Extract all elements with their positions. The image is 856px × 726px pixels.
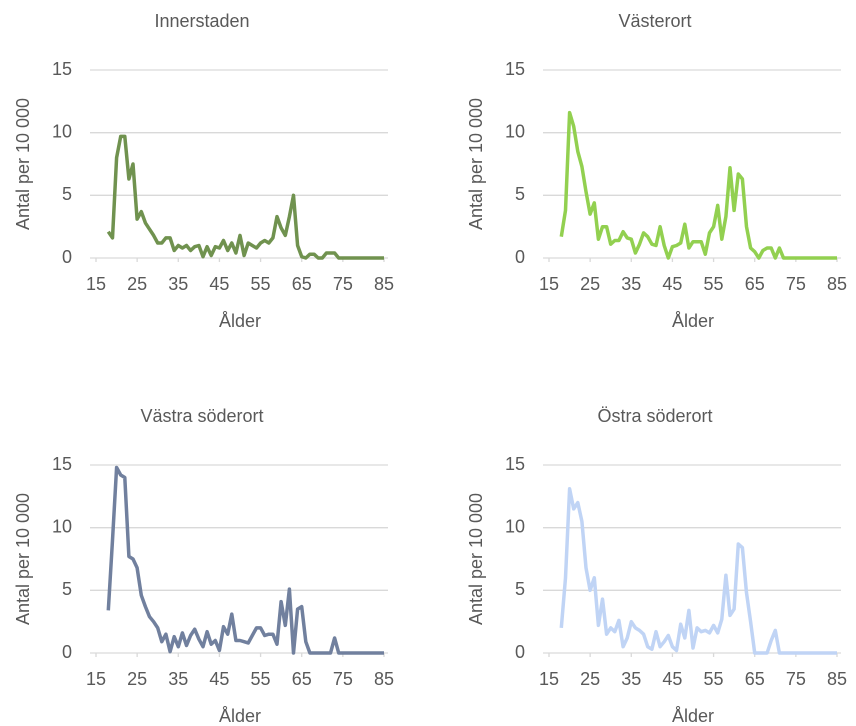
y-tick-label: 10 [505, 516, 525, 536]
y-tick-label: 15 [505, 454, 525, 474]
x-axis-label: Ålder [219, 706, 261, 726]
x-tick-label: 45 [209, 669, 229, 689]
y-tick-label: 10 [505, 121, 525, 141]
x-axis-label: Ålder [672, 311, 714, 331]
x-tick-label: 65 [292, 669, 312, 689]
y-tick-label: 10 [52, 516, 72, 536]
x-tick-label: 35 [621, 669, 641, 689]
x-tick-label: 75 [333, 274, 353, 294]
y-tick-label: 0 [515, 642, 525, 662]
x-tick-label: 65 [745, 669, 765, 689]
x-tick-label: 85 [827, 669, 847, 689]
y-tick-label: 15 [52, 454, 72, 474]
y-axis-label: Antal per 10 000 [466, 493, 486, 625]
y-axis-label: Antal per 10 000 [13, 493, 33, 625]
data-line [106, 134, 384, 260]
x-tick-label: 85 [374, 669, 394, 689]
y-axis-label: Antal per 10 000 [13, 98, 33, 230]
chart-title: Östra söderort [597, 406, 712, 426]
x-tick-label: 75 [786, 669, 806, 689]
x-tick-label: 55 [251, 274, 271, 294]
x-tick-label: 55 [704, 274, 724, 294]
x-tick-label: 85 [827, 274, 847, 294]
x-tick-label: 45 [662, 274, 682, 294]
data-line [559, 110, 837, 260]
chart-title: Västra söderort [140, 406, 263, 426]
x-tick-label: 15 [539, 274, 559, 294]
y-tick-label: 5 [62, 184, 72, 204]
y-tick-label: 0 [62, 642, 72, 662]
y-tick-label: 15 [52, 59, 72, 79]
y-tick-label: 0 [62, 247, 72, 267]
x-tick-label: 35 [168, 669, 188, 689]
x-tick-label: 55 [704, 669, 724, 689]
data-line [559, 487, 837, 655]
x-tick-label: 25 [580, 274, 600, 294]
y-tick-label: 5 [515, 579, 525, 599]
x-tick-label: 65 [292, 274, 312, 294]
x-tick-label: 75 [786, 274, 806, 294]
x-axis-label: Ålder [672, 706, 714, 726]
data-line [106, 465, 384, 655]
x-tick-label: 25 [127, 669, 147, 689]
x-tick-label: 35 [168, 274, 188, 294]
x-tick-label: 15 [539, 669, 559, 689]
y-tick-label: 15 [505, 59, 525, 79]
x-tick-label: 15 [86, 669, 106, 689]
x-tick-label: 35 [621, 274, 641, 294]
chart-title: Västerort [618, 11, 691, 31]
x-tick-label: 15 [86, 274, 106, 294]
chart-title: Innerstaden [154, 11, 249, 31]
y-tick-label: 0 [515, 247, 525, 267]
x-tick-label: 45 [209, 274, 229, 294]
x-tick-label: 75 [333, 669, 353, 689]
x-tick-label: 85 [374, 274, 394, 294]
x-tick-label: 25 [580, 669, 600, 689]
y-tick-label: 5 [62, 579, 72, 599]
x-axis-label: Ålder [219, 311, 261, 331]
y-tick-label: 5 [515, 184, 525, 204]
x-tick-label: 65 [745, 274, 765, 294]
y-tick-label: 10 [52, 121, 72, 141]
x-tick-label: 45 [662, 669, 682, 689]
x-tick-label: 55 [251, 669, 271, 689]
y-axis-label: Antal per 10 000 [466, 98, 486, 230]
x-tick-label: 25 [127, 274, 147, 294]
